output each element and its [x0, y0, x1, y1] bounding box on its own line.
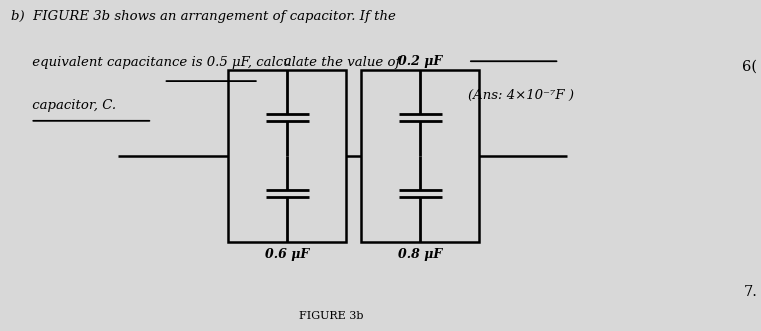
Text: 6(: 6( [742, 60, 757, 73]
Text: equivalent capacitance is 0.5 μF, calculate the value of: equivalent capacitance is 0.5 μF, calcul… [11, 56, 401, 69]
Text: 0.6 μF: 0.6 μF [265, 248, 310, 261]
Text: 7.: 7. [743, 285, 757, 299]
Text: capacitor, C.: capacitor, C. [11, 99, 116, 112]
Text: c: c [284, 55, 291, 68]
Text: FIGURE 3b: FIGURE 3b [299, 311, 363, 321]
Text: (Ans: 4×10⁻⁷F ): (Ans: 4×10⁻⁷F ) [468, 89, 574, 102]
Bar [228, 70, 346, 242]
Text: 0.2 μF: 0.2 μF [398, 55, 443, 68]
Text: 0.8 μF: 0.8 μF [398, 248, 443, 261]
Text: b)  FIGURE 3b shows an arrangement of capacitor. If the: b) FIGURE 3b shows an arrangement of cap… [11, 10, 396, 23]
Bar [361, 70, 479, 242]
